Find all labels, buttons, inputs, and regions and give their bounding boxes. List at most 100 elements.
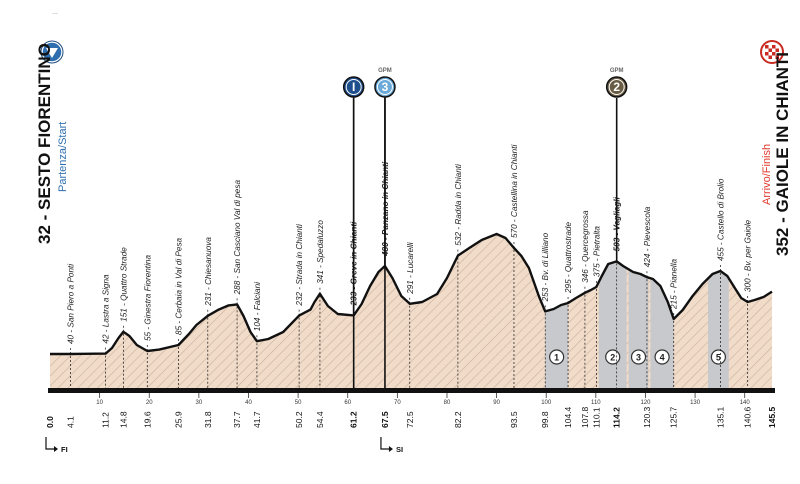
climb-badges: I 3 GPM 2 GPM <box>342 68 628 316</box>
direction-arrow-icon <box>380 437 391 450</box>
climb-badge-ring <box>345 79 362 95</box>
direction-label: FI <box>61 445 68 454</box>
waypoint-label: 55 - Ginestra Fiorentina <box>143 255 152 341</box>
waypoint-label: 288 - San Casciano Val di pesa <box>233 180 242 296</box>
km-label: 54.4 <box>315 411 325 428</box>
climb-badge-number: I <box>352 80 355 94</box>
waypoint-label: 42 - Lastra a Signa <box>102 274 111 344</box>
waypoint-label: 346 - Quercegrossa <box>581 210 590 283</box>
waypoint-label: 424 - Pievescola <box>643 206 652 267</box>
km-label: 145.5 <box>767 406 777 428</box>
scale-tick-label: 120 <box>640 400 651 406</box>
gpm-tag: GPM <box>610 68 624 74</box>
start-marker <box>40 40 64 64</box>
scale-tick-label: 80 <box>444 400 451 406</box>
scale-tick-label: 130 <box>690 400 701 406</box>
sector-number-badge <box>605 349 621 365</box>
sector-number: 4 <box>660 353 665 363</box>
scale-tick-label: 40 <box>245 400 252 406</box>
km-label: 25.9 <box>174 411 184 428</box>
waypoint-label: 532 - Radda in Chianti <box>454 164 463 246</box>
finish-title: 352 - GAIOLE IN CHIANTI <box>773 52 792 256</box>
waypoint-label: 215 - Pianella <box>670 258 679 310</box>
header-text: ... <box>52 9 58 16</box>
km-label: 41.7 <box>252 411 262 428</box>
scale-tick-label: 110 <box>591 400 601 406</box>
finish-marker <box>760 40 784 64</box>
finish-label: Arrivo/Finish <box>761 144 773 205</box>
km-labels: 0.0 4.1 11.2 14.8 19.6 25.9 31.8 37.7 41.7 50.2 54… <box>45 406 777 428</box>
waypoint-label: 570 - Castellina in Chianti <box>510 145 519 238</box>
scale-tick-label: 30 <box>196 400 203 406</box>
distance-baseline <box>48 388 775 393</box>
km-label: 67.5 <box>380 411 390 428</box>
km-label: 4.1 <box>65 416 75 428</box>
sector-number-badge <box>654 349 670 365</box>
sector-number: 5 <box>716 353 721 363</box>
direction-arrowhead <box>388 446 393 452</box>
km-label: 50.2 <box>294 411 304 428</box>
direction-labels: FI SI <box>45 437 403 454</box>
waypoint-label: 253 - Bv. di Lilliano <box>541 232 550 302</box>
km-label: 125.7 <box>669 406 679 428</box>
scale-tick-label: 20 <box>146 400 153 406</box>
checkered-flag-icon <box>765 45 779 59</box>
waypoint-label: 375 - Pietralta <box>592 226 601 277</box>
climb-badge-ring <box>608 79 625 95</box>
waypoint-label: 300 - Bv. per Gaiole <box>744 219 753 292</box>
waypoint-label: 341 - Spedaluzzo <box>316 220 325 284</box>
gravel-sector <box>628 269 649 388</box>
direction-arrow-icon <box>45 437 56 450</box>
km-label: 61.2 <box>349 411 359 428</box>
km-label: 11.2 <box>101 412 111 428</box>
km-label: 107.8 <box>580 406 590 428</box>
profile-fill <box>50 234 772 388</box>
km-label: 120.3 <box>642 406 652 428</box>
sector-number: 3 <box>636 353 641 363</box>
km-label: 93.5 <box>509 411 519 428</box>
climb-badge-number: 2 <box>613 80 620 94</box>
gravel-sector <box>708 271 729 388</box>
km-label: 99.8 <box>540 411 550 428</box>
km-label: 19.6 <box>142 411 152 428</box>
km-label: 72.5 <box>405 411 415 428</box>
sector-number-badge <box>710 349 727 365</box>
start-title: 32 - SESTO FIORENTINO <box>35 43 54 244</box>
direction-arrowhead <box>54 446 58 452</box>
km-label: 114.2 <box>612 407 622 428</box>
gpm-tag: GPM <box>378 68 392 74</box>
gravel-sector <box>545 303 569 388</box>
waypoint-label: 40 - San Piero a Ponti <box>66 264 75 344</box>
km-label: 140.6 <box>743 406 753 428</box>
km-label: 31.8 <box>203 411 213 428</box>
profile-line <box>50 232 773 356</box>
sector-number: 1 <box>554 353 559 363</box>
km-label: 135.1 <box>715 406 725 428</box>
km-label: 37.7 <box>232 411 242 428</box>
direction-label: SI <box>396 445 403 454</box>
waypoint-label: 151 - Quattro Strade <box>119 247 128 322</box>
scale-tick-label: 140 <box>740 400 751 406</box>
scale-tick-label: 60 <box>344 400 351 406</box>
climb-badge-ring <box>376 79 393 95</box>
gravel-sector <box>598 261 627 388</box>
waypoint-label: 104 - Falciani <box>253 282 262 331</box>
gravel-sectors: 1 2 3 4 5 <box>545 261 729 388</box>
km-label: 104.4 <box>563 406 573 428</box>
scale-tick-label: 70 <box>394 400 401 406</box>
scale-tick-label: 10 <box>96 400 103 406</box>
km-label: 0.0 <box>45 416 55 428</box>
profile-chart: 1 2 3 4 5 <box>50 232 773 388</box>
km-label: 110.1 <box>591 407 601 428</box>
waypoint-label: 291 - Lucarelli <box>406 242 415 295</box>
scale-tick-label: 50 <box>295 400 302 406</box>
scale-tick-label: 90 <box>493 400 500 406</box>
waypoint-label: 85 - Cerbaia in Val di Pesa <box>175 237 184 335</box>
waypoint-label: 232 - Strada in Chianti <box>295 224 304 307</box>
sector-number-badge <box>549 349 565 365</box>
start-arrow-icon <box>46 48 58 58</box>
scale-tick-label: 100 <box>541 400 552 406</box>
start-label: Partenza/Start <box>57 122 69 192</box>
scale-ticks: 10 20 30 40 50 60 70 80 90 100 110 120 130 140 <box>96 393 750 406</box>
